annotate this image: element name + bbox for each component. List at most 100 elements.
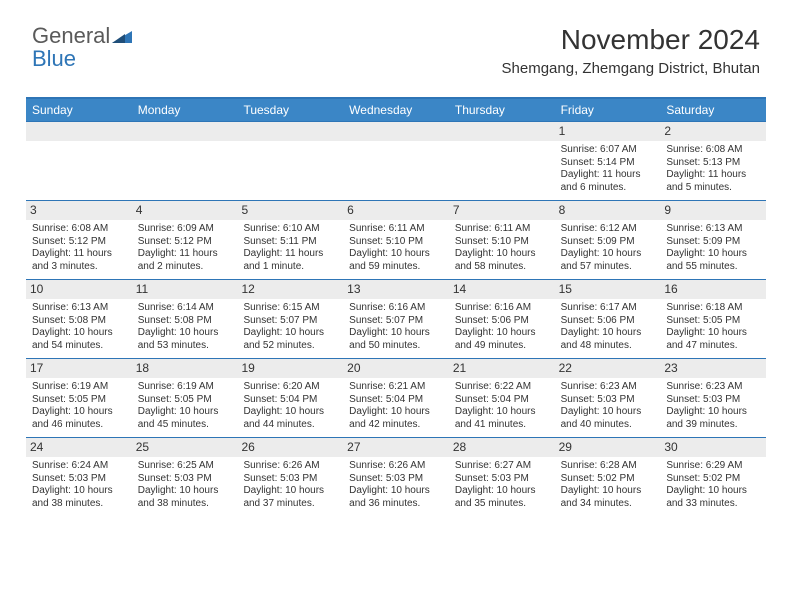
day-number: 15 (555, 280, 661, 299)
day-cell (449, 122, 555, 200)
weekday-header: Monday (132, 99, 238, 121)
day-cell: 26 Sunrise: 6:26 AMSunset: 5:03 PMDayligh… (237, 438, 343, 516)
day-cell: 28 Sunrise: 6:27 AMSunset: 5:03 PMDayligh… (449, 438, 555, 516)
week-row: 17Sunrise: 6:19 AMSunset: 5:05 PMDayligh… (26, 358, 766, 437)
day-cell: 6Sunrise: 6:11 AMSunset: 5:10 PMDaylight… (343, 201, 449, 279)
day-details: Sunrise: 6:19 AMSunset: 5:05 PMDaylight:… (136, 381, 234, 431)
day-details: Sunrise: 6:14 AMSunset: 5:08 PMDaylight:… (136, 302, 234, 352)
day-cell: 16 Sunrise: 6:18 AMSunset: 5:05 PMDayligh… (660, 280, 766, 358)
day-details: Sunrise: 6:27 AMSunset: 5:03 PMDaylight:… (453, 460, 551, 510)
day-details: Sunrise: 6:26 AMSunset: 5:03 PMDaylight:… (241, 460, 339, 510)
day-cell: 10Sunrise: 6:13 AMSunset: 5:08 PMDayligh… (26, 280, 132, 358)
day-details: Sunrise: 6:15 AMSunset: 5:07 PMDaylight:… (241, 302, 339, 352)
day-number: 12 (237, 280, 343, 299)
day-cell: 22Sunrise: 6:23 AMSunset: 5:03 PMDayligh… (555, 359, 661, 437)
empty-day-strip (132, 122, 238, 141)
weekday-header: Saturday (660, 99, 766, 121)
day-details: Sunrise: 6:28 AMSunset: 5:02 PMDaylight:… (559, 460, 657, 510)
week-row: 3Sunrise: 6:08 AMSunset: 5:12 PMDaylight… (26, 200, 766, 279)
day-cell (237, 122, 343, 200)
day-cell (343, 122, 449, 200)
day-details: Sunrise: 6:16 AMSunset: 5:06 PMDaylight:… (453, 302, 551, 352)
calendar: SundayMondayTuesdayWednesdayThursdayFrid… (26, 97, 766, 516)
day-number: 17 (26, 359, 132, 378)
day-details: Sunrise: 6:23 AMSunset: 5:03 PMDaylight:… (664, 381, 762, 431)
logo-triangle-icon (112, 24, 132, 47)
day-number: 22 (555, 359, 661, 378)
day-cell: 21Sunrise: 6:22 AMSunset: 5:04 PMDayligh… (449, 359, 555, 437)
day-cell: 19 Sunrise: 6:20 AMSunset: 5:04 PMDayligh… (237, 359, 343, 437)
day-number: 7 (449, 201, 555, 220)
day-details: Sunrise: 6:26 AMSunset: 5:03 PMDaylight:… (347, 460, 445, 510)
day-details: Sunrise: 6:13 AMSunset: 5:08 PMDaylight:… (30, 302, 128, 352)
day-number: 21 (449, 359, 555, 378)
week-row: 24Sunrise: 6:24 AMSunset: 5:03 PMDayligh… (26, 437, 766, 516)
weekday-row: SundayMondayTuesdayWednesdayThursdayFrid… (26, 99, 766, 121)
week-row: 10Sunrise: 6:13 AMSunset: 5:08 PMDayligh… (26, 279, 766, 358)
day-cell: 8 Sunrise: 6:12 AMSunset: 5:09 PMDaylight… (555, 201, 661, 279)
day-cell: 29 Sunrise: 6:28 AMSunset: 5:02 PMDayligh… (555, 438, 661, 516)
day-cell (132, 122, 238, 200)
day-number: 13 (343, 280, 449, 299)
empty-day-strip (449, 122, 555, 141)
day-cell: 30Sunrise: 6:29 AMSunset: 5:02 PMDayligh… (660, 438, 766, 516)
day-number: 18 (132, 359, 238, 378)
weekday-header: Wednesday (343, 99, 449, 121)
day-cell: 20 Sunrise: 6:21 AMSunset: 5:04 PMDayligh… (343, 359, 449, 437)
title-block: November 2024 Shemgang, Zhemgang Distric… (502, 24, 760, 77)
weekday-header: Friday (555, 99, 661, 121)
day-number: 2 (660, 122, 766, 141)
day-cell: 3Sunrise: 6:08 AMSunset: 5:12 PMDaylight… (26, 201, 132, 279)
day-cell: 7 Sunrise: 6:11 AMSunset: 5:10 PMDaylight… (449, 201, 555, 279)
day-details: Sunrise: 6:12 AMSunset: 5:09 PMDaylight:… (559, 223, 657, 273)
day-cell: 14 Sunrise: 6:16 AMSunset: 5:06 PMDayligh… (449, 280, 555, 358)
day-details: Sunrise: 6:11 AMSunset: 5:10 PMDaylight:… (453, 223, 551, 273)
day-cell: 5Sunrise: 6:10 AMSunset: 5:11 PMDaylight… (237, 201, 343, 279)
day-details: Sunrise: 6:08 AMSunset: 5:13 PMDaylight:… (664, 144, 762, 194)
logo-word2: Blue (32, 46, 76, 71)
day-details: Sunrise: 6:18 AMSunset: 5:05 PMDaylight:… (664, 302, 762, 352)
day-details: Sunrise: 6:25 AMSunset: 5:03 PMDaylight:… (136, 460, 234, 510)
day-number: 29 (555, 438, 661, 457)
day-details: Sunrise: 6:17 AMSunset: 5:06 PMDaylight:… (559, 302, 657, 352)
day-cell: 12 Sunrise: 6:15 AMSunset: 5:07 PMDayligh… (237, 280, 343, 358)
day-details: Sunrise: 6:11 AMSunset: 5:10 PMDaylight:… (347, 223, 445, 273)
day-details: Sunrise: 6:20 AMSunset: 5:04 PMDaylight:… (241, 381, 339, 431)
day-details: Sunrise: 6:21 AMSunset: 5:04 PMDaylight:… (347, 381, 445, 431)
day-details: Sunrise: 6:08 AMSunset: 5:12 PMDaylight:… (30, 223, 128, 273)
day-number: 27 (343, 438, 449, 457)
day-cell: 24Sunrise: 6:24 AMSunset: 5:03 PMDayligh… (26, 438, 132, 516)
weekday-header: Thursday (449, 99, 555, 121)
day-number: 24 (26, 438, 132, 457)
day-number: 30 (660, 438, 766, 457)
day-number: 8 (555, 201, 661, 220)
day-number: 20 (343, 359, 449, 378)
day-details: Sunrise: 6:13 AMSunset: 5:09 PMDaylight:… (664, 223, 762, 273)
weekday-header: Tuesday (237, 99, 343, 121)
day-number: 14 (449, 280, 555, 299)
logo-word1: General (32, 23, 110, 48)
month-title: November 2024 (502, 24, 760, 56)
day-cell: 18 Sunrise: 6:19 AMSunset: 5:05 PMDayligh… (132, 359, 238, 437)
day-number: 26 (237, 438, 343, 457)
day-number: 28 (449, 438, 555, 457)
day-cell: 4 Sunrise: 6:09 AMSunset: 5:12 PMDaylight… (132, 201, 238, 279)
day-number: 25 (132, 438, 238, 457)
empty-day-strip (26, 122, 132, 141)
logo-text: General Blue (32, 24, 132, 70)
day-details: Sunrise: 6:10 AMSunset: 5:11 PMDaylight:… (241, 223, 339, 273)
day-number: 23 (660, 359, 766, 378)
weekday-header: Sunday (26, 99, 132, 121)
day-number: 1 (555, 122, 661, 141)
day-cell: 13Sunrise: 6:16 AMSunset: 5:07 PMDayligh… (343, 280, 449, 358)
day-details: Sunrise: 6:09 AMSunset: 5:12 PMDaylight:… (136, 223, 234, 273)
day-number: 4 (132, 201, 238, 220)
day-cell: 25 Sunrise: 6:25 AMSunset: 5:03 PMDayligh… (132, 438, 238, 516)
day-number: 19 (237, 359, 343, 378)
day-cell: 17 Sunrise: 6:19 AMSunset: 5:05 PMDayligh… (26, 359, 132, 437)
day-number: 16 (660, 280, 766, 299)
day-cell: 1 Sunrise: 6:07 AMSunset: 5:14 PMDaylight… (555, 122, 661, 200)
day-details: Sunrise: 6:19 AMSunset: 5:05 PMDaylight:… (30, 381, 128, 431)
day-number: 9 (660, 201, 766, 220)
day-details: Sunrise: 6:07 AMSunset: 5:14 PMDaylight:… (559, 144, 657, 194)
